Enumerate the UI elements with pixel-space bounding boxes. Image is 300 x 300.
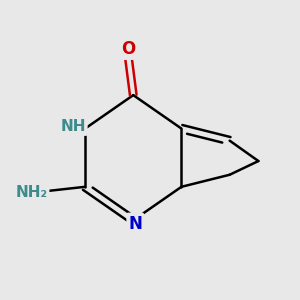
Text: NH₂: NH₂	[16, 185, 48, 200]
Text: N: N	[128, 214, 142, 232]
Text: NH: NH	[60, 119, 86, 134]
Text: O: O	[121, 40, 135, 58]
